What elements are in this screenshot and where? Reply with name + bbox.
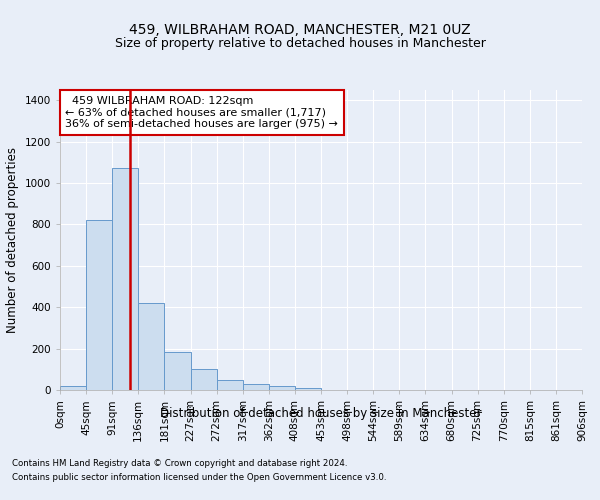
Bar	[139, 303, 164, 390]
Bar	[164, 352, 191, 390]
Text: Size of property relative to detached houses in Manchester: Size of property relative to detached ho…	[115, 38, 485, 51]
Bar	[217, 380, 243, 390]
Text: Contains HM Land Registry data © Crown copyright and database right 2024.: Contains HM Land Registry data © Crown c…	[12, 458, 347, 468]
Bar	[191, 370, 217, 390]
Bar	[295, 388, 321, 390]
Bar	[86, 220, 112, 390]
Y-axis label: Number of detached properties: Number of detached properties	[6, 147, 19, 333]
Bar	[60, 386, 86, 390]
Text: Distribution of detached houses by size in Manchester: Distribution of detached houses by size …	[160, 408, 482, 420]
Bar	[269, 386, 295, 390]
Text: 459, WILBRAHAM ROAD, MANCHESTER, M21 0UZ: 459, WILBRAHAM ROAD, MANCHESTER, M21 0UZ	[129, 22, 471, 36]
Bar	[112, 168, 139, 390]
Bar	[243, 384, 269, 390]
Text: Contains public sector information licensed under the Open Government Licence v3: Contains public sector information licen…	[12, 474, 386, 482]
Text: 459 WILBRAHAM ROAD: 122sqm
← 63% of detached houses are smaller (1,717)
36% of s: 459 WILBRAHAM ROAD: 122sqm ← 63% of deta…	[65, 96, 338, 129]
